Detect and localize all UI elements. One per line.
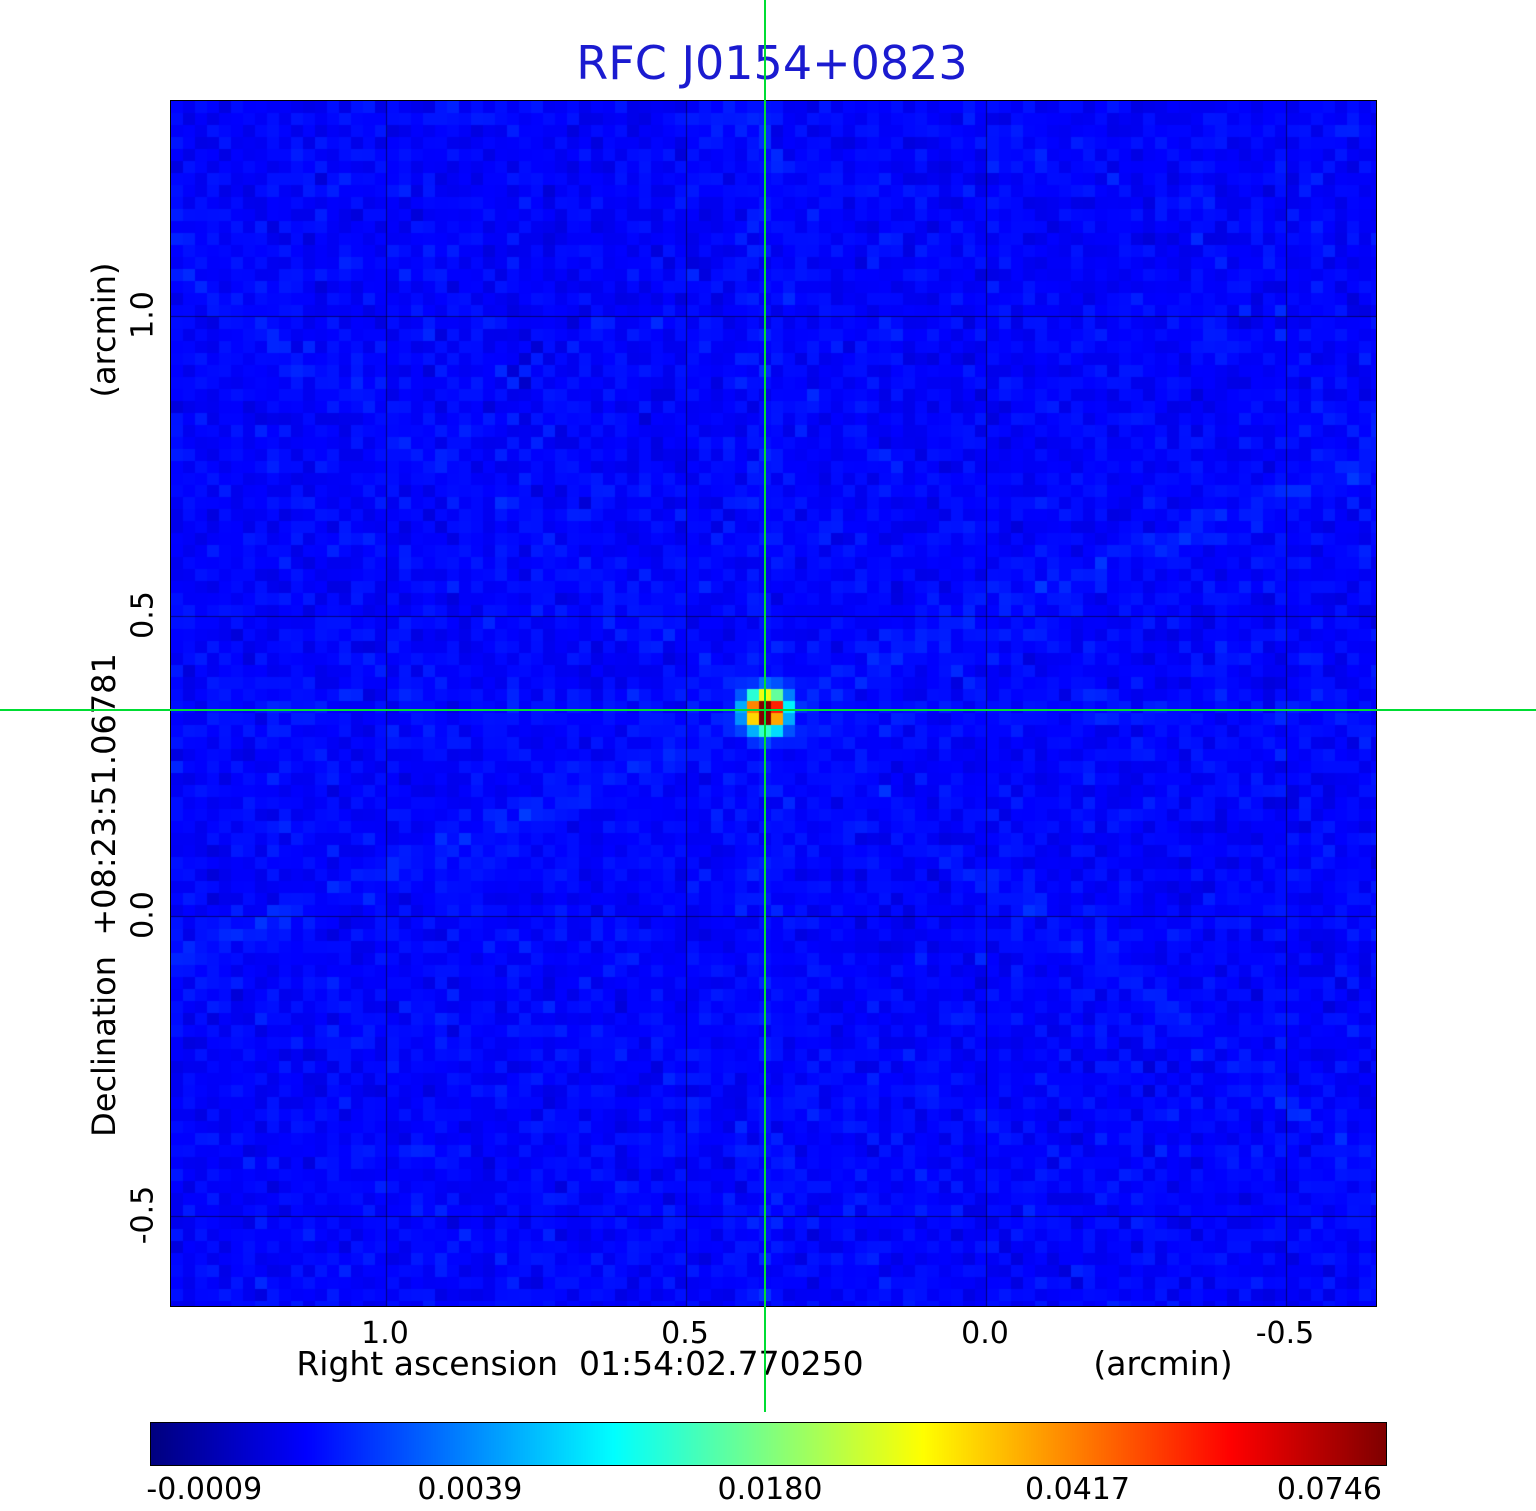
x-tick-label: -0.5 (1255, 1316, 1315, 1351)
y-tick-label: 1.0 (125, 291, 161, 339)
y-tick-label: 0.0 (125, 891, 161, 939)
colorbar-tick-label: 0.0180 (717, 1472, 823, 1507)
figure-title: RFC J0154+0823 (576, 36, 968, 90)
y-axis-unit-label: (arcmin) (85, 262, 123, 398)
y-tick-label: -0.5 (125, 1185, 161, 1245)
x-axis-unit-label: (arcmin) (1093, 1344, 1233, 1383)
crosshair-horizontal-line (0, 708, 1536, 711)
x-tick-label: 1.0 (361, 1316, 409, 1351)
colorbar-tick-label: 0.0417 (1024, 1472, 1130, 1507)
x-axis-label: Right ascension 01:54:02.770250 (296, 1344, 864, 1383)
x-tick-label: 0.5 (661, 1316, 709, 1351)
x-tick-label: 0.0 (961, 1316, 1009, 1351)
colorbar-canvas (150, 1422, 1387, 1466)
sky-map-canvas (170, 100, 1377, 1307)
y-axis-label: Declination +08:23:51.06781 (85, 653, 123, 1137)
crosshair-vertical-line (763, 0, 766, 1412)
colorbar-tick-label: 0.0039 (417, 1472, 523, 1507)
colorbar-tick-label: -0.0009 (146, 1472, 263, 1507)
colorbar-tick-label: 0.0746 (1276, 1472, 1382, 1507)
y-tick-label: 0.5 (125, 591, 161, 639)
